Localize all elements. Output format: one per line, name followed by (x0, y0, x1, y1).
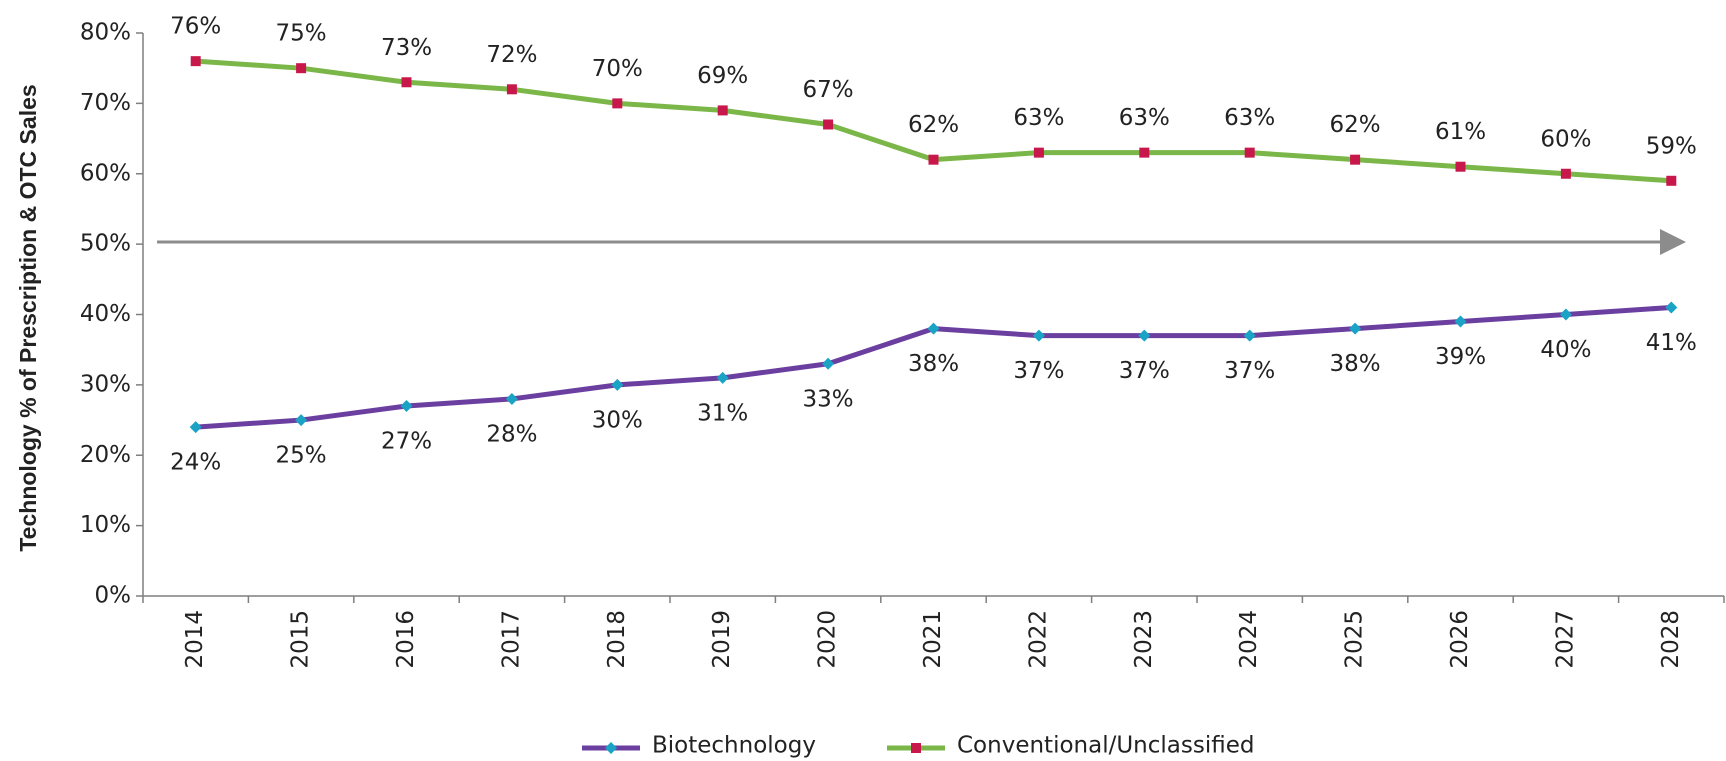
data-point (401, 77, 412, 88)
x-tick-label: 2026 (1447, 610, 1473, 669)
data-label: 73% (381, 35, 432, 61)
data-point (1033, 147, 1044, 158)
data-point (1032, 329, 1045, 342)
x-tick-label: 2023 (1131, 610, 1157, 669)
x-tick-label: 2020 (815, 610, 841, 669)
data-point (911, 743, 921, 753)
data-label: 38% (1330, 351, 1381, 377)
data-point (190, 56, 201, 67)
data-label: 63% (1013, 105, 1064, 131)
data-label: 31% (697, 400, 748, 426)
data-point (822, 357, 835, 370)
data-label: 69% (697, 63, 748, 89)
data-label: 62% (908, 112, 959, 138)
data-label: 24% (170, 450, 221, 476)
data-point (611, 378, 624, 391)
data-point (612, 98, 623, 109)
data-label: 70% (592, 56, 643, 82)
data-point (505, 392, 518, 405)
data-label: 37% (1119, 358, 1170, 384)
legend-label: Biotechnology (652, 733, 816, 759)
data-point (823, 119, 834, 130)
y-tick-label: 30% (80, 371, 131, 397)
data-label: 33% (803, 386, 854, 412)
data-point (927, 322, 940, 335)
y-axis-title: Technology % of Prescription & OTC Sales (15, 84, 41, 551)
data-label: 61% (1435, 119, 1486, 145)
trend-arrow-head (1660, 229, 1686, 255)
data-point (1243, 329, 1256, 342)
data-label: 62% (1330, 112, 1381, 138)
data-point (1665, 301, 1678, 314)
data-point (1139, 147, 1150, 158)
data-point (506, 84, 517, 95)
x-tick-label: 2018 (604, 610, 630, 669)
y-tick-label: 50% (80, 231, 131, 257)
data-label: 72% (486, 42, 537, 68)
x-tick-label: 2028 (1658, 610, 1684, 669)
data-point (1560, 168, 1571, 179)
data-label: 59% (1646, 133, 1697, 159)
data-label: 63% (1119, 105, 1170, 131)
y-tick-label: 10% (80, 512, 131, 538)
y-tick-label: 60% (80, 160, 131, 186)
data-point (189, 421, 202, 434)
data-label: 37% (1224, 358, 1275, 384)
data-point (296, 63, 307, 74)
y-tick-label: 70% (80, 90, 131, 116)
x-tick-label: 2021 (920, 610, 946, 669)
x-tick-label: 2015 (288, 610, 314, 669)
data-point (717, 105, 728, 116)
x-tick-label: 2019 (709, 610, 735, 669)
data-label: 38% (908, 351, 959, 377)
x-tick-label: 2025 (1342, 610, 1368, 669)
data-point (928, 154, 939, 165)
data-label: 67% (803, 77, 854, 103)
x-tick-label: 2017 (498, 610, 524, 669)
data-label: 63% (1224, 105, 1275, 131)
data-point (1559, 308, 1572, 321)
data-point (295, 414, 308, 427)
x-tick-label: 2024 (1236, 610, 1262, 669)
data-point (1349, 322, 1362, 335)
data-label: 25% (276, 443, 327, 469)
data-label: 76% (170, 14, 221, 40)
data-label: 39% (1435, 344, 1486, 370)
data-point (1138, 329, 1151, 342)
data-label: 41% (1646, 330, 1697, 356)
y-tick-label: 80% (80, 20, 131, 46)
data-point (400, 399, 413, 412)
data-label: 60% (1540, 126, 1591, 152)
data-label: 30% (592, 407, 643, 433)
y-tick-label: 20% (80, 442, 131, 468)
data-point (1455, 161, 1466, 172)
data-label: 37% (1013, 358, 1064, 384)
x-tick-label: 2022 (1025, 610, 1051, 669)
x-tick-label: 2014 (182, 610, 208, 669)
data-point (716, 371, 729, 384)
data-point (1666, 175, 1677, 186)
data-label: 75% (276, 21, 327, 47)
data-point (1244, 147, 1255, 158)
data-point (605, 742, 617, 754)
data-label: 28% (486, 421, 537, 447)
y-tick-label: 0% (95, 583, 132, 609)
x-tick-label: 2027 (1552, 610, 1578, 669)
data-label: 27% (381, 428, 432, 454)
legend-label: Conventional/Unclassified (957, 733, 1254, 759)
data-point (1454, 315, 1467, 328)
data-point (1350, 154, 1361, 165)
data-label: 40% (1540, 337, 1591, 363)
x-tick-label: 2016 (393, 610, 419, 669)
y-tick-label: 40% (80, 301, 131, 327)
